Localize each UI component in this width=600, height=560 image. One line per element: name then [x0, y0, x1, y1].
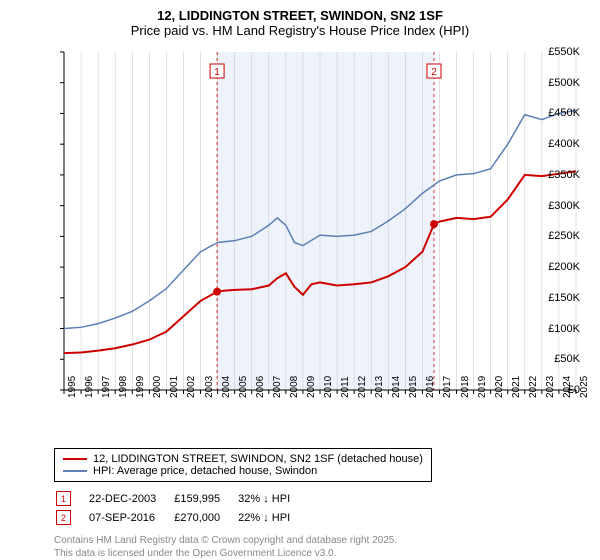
transaction-marker: 2	[56, 510, 71, 525]
x-tick-label: 2022	[528, 376, 539, 398]
x-tick-label: 2008	[289, 376, 300, 398]
x-tick-label: 2011	[340, 376, 351, 398]
table-row: 2 07-SEP-2016£270,00022% ↓ HPI	[56, 509, 306, 526]
transaction-delta: 22% ↓ HPI	[238, 509, 306, 526]
y-tick-label: £250K	[542, 230, 580, 242]
page-title: 12, LIDDINGTON STREET, SWINDON, SN2 1SF	[10, 8, 590, 23]
x-tick-label: 2020	[494, 376, 505, 398]
x-tick-label: 2019	[477, 376, 488, 398]
legend-swatch	[63, 458, 87, 460]
x-tick-label: 1999	[135, 376, 146, 398]
y-tick-label: £500K	[542, 77, 580, 89]
x-tick-label: 2005	[238, 376, 249, 398]
price-chart: 12£0£50K£100K£150K£200K£250K£300K£350K£4…	[20, 44, 580, 424]
transaction-marker: 1	[56, 491, 71, 506]
footnote: Contains HM Land Registry data © Crown c…	[54, 534, 590, 560]
x-tick-label: 2000	[152, 376, 163, 398]
y-tick-label: £200K	[542, 261, 580, 273]
y-tick-label: £550K	[542, 46, 580, 58]
page-subtitle: Price paid vs. HM Land Registry's House …	[10, 23, 590, 38]
y-tick-label: £450K	[542, 107, 580, 119]
x-tick-label: 2007	[272, 376, 283, 398]
x-tick-label: 2017	[442, 376, 453, 398]
x-tick-label: 1998	[118, 376, 129, 398]
svg-text:1: 1	[214, 67, 220, 78]
y-tick-label: £50K	[542, 353, 580, 365]
svg-text:2: 2	[431, 67, 437, 78]
transaction-price: £270,000	[174, 509, 236, 526]
y-tick-label: £100K	[542, 323, 580, 335]
legend-label: 12, LIDDINGTON STREET, SWINDON, SN2 1SF …	[93, 453, 423, 465]
legend-swatch	[63, 470, 87, 472]
x-tick-label: 2010	[323, 376, 334, 398]
x-tick-label: 2023	[545, 376, 556, 398]
transaction-delta: 32% ↓ HPI	[238, 490, 306, 507]
chart-legend: 12, LIDDINGTON STREET, SWINDON, SN2 1SF …	[54, 448, 432, 482]
x-tick-label: 2006	[255, 376, 266, 398]
transaction-date: 07-SEP-2016	[89, 509, 172, 526]
x-tick-label: 2002	[186, 376, 197, 398]
x-tick-label: 2012	[357, 376, 368, 398]
x-tick-label: 2021	[511, 376, 522, 398]
legend-row: 12, LIDDINGTON STREET, SWINDON, SN2 1SF …	[63, 453, 423, 465]
x-tick-label: 2025	[579, 376, 590, 398]
transactions-table: 1 22-DEC-2003£159,99532% ↓ HPI 2 07-SEP-201…	[54, 488, 308, 528]
x-tick-label: 2016	[425, 376, 436, 398]
y-tick-label: £350K	[542, 169, 580, 181]
x-tick-label: 2018	[460, 376, 471, 398]
transaction-price: £159,995	[174, 490, 236, 507]
legend-label: HPI: Average price, detached house, Swin…	[93, 465, 317, 477]
x-tick-label: 1997	[101, 376, 112, 398]
x-tick-label: 2014	[391, 376, 402, 398]
x-tick-label: 2024	[562, 376, 573, 398]
legend-row: HPI: Average price, detached house, Swin…	[63, 465, 423, 477]
y-tick-label: £400K	[542, 138, 580, 150]
x-tick-label: 2001	[169, 376, 180, 398]
x-tick-label: 2004	[221, 376, 232, 398]
y-tick-label: £150K	[542, 292, 580, 304]
y-tick-label: £300K	[542, 200, 580, 212]
transaction-date: 22-DEC-2003	[89, 490, 172, 507]
x-tick-label: 2009	[306, 376, 317, 398]
x-tick-label: 2015	[408, 376, 419, 398]
x-tick-label: 1996	[84, 376, 95, 398]
x-tick-label: 2003	[204, 376, 215, 398]
x-tick-label: 2013	[374, 376, 385, 398]
x-tick-label: 1995	[67, 376, 78, 398]
table-row: 1 22-DEC-2003£159,99532% ↓ HPI	[56, 490, 306, 507]
